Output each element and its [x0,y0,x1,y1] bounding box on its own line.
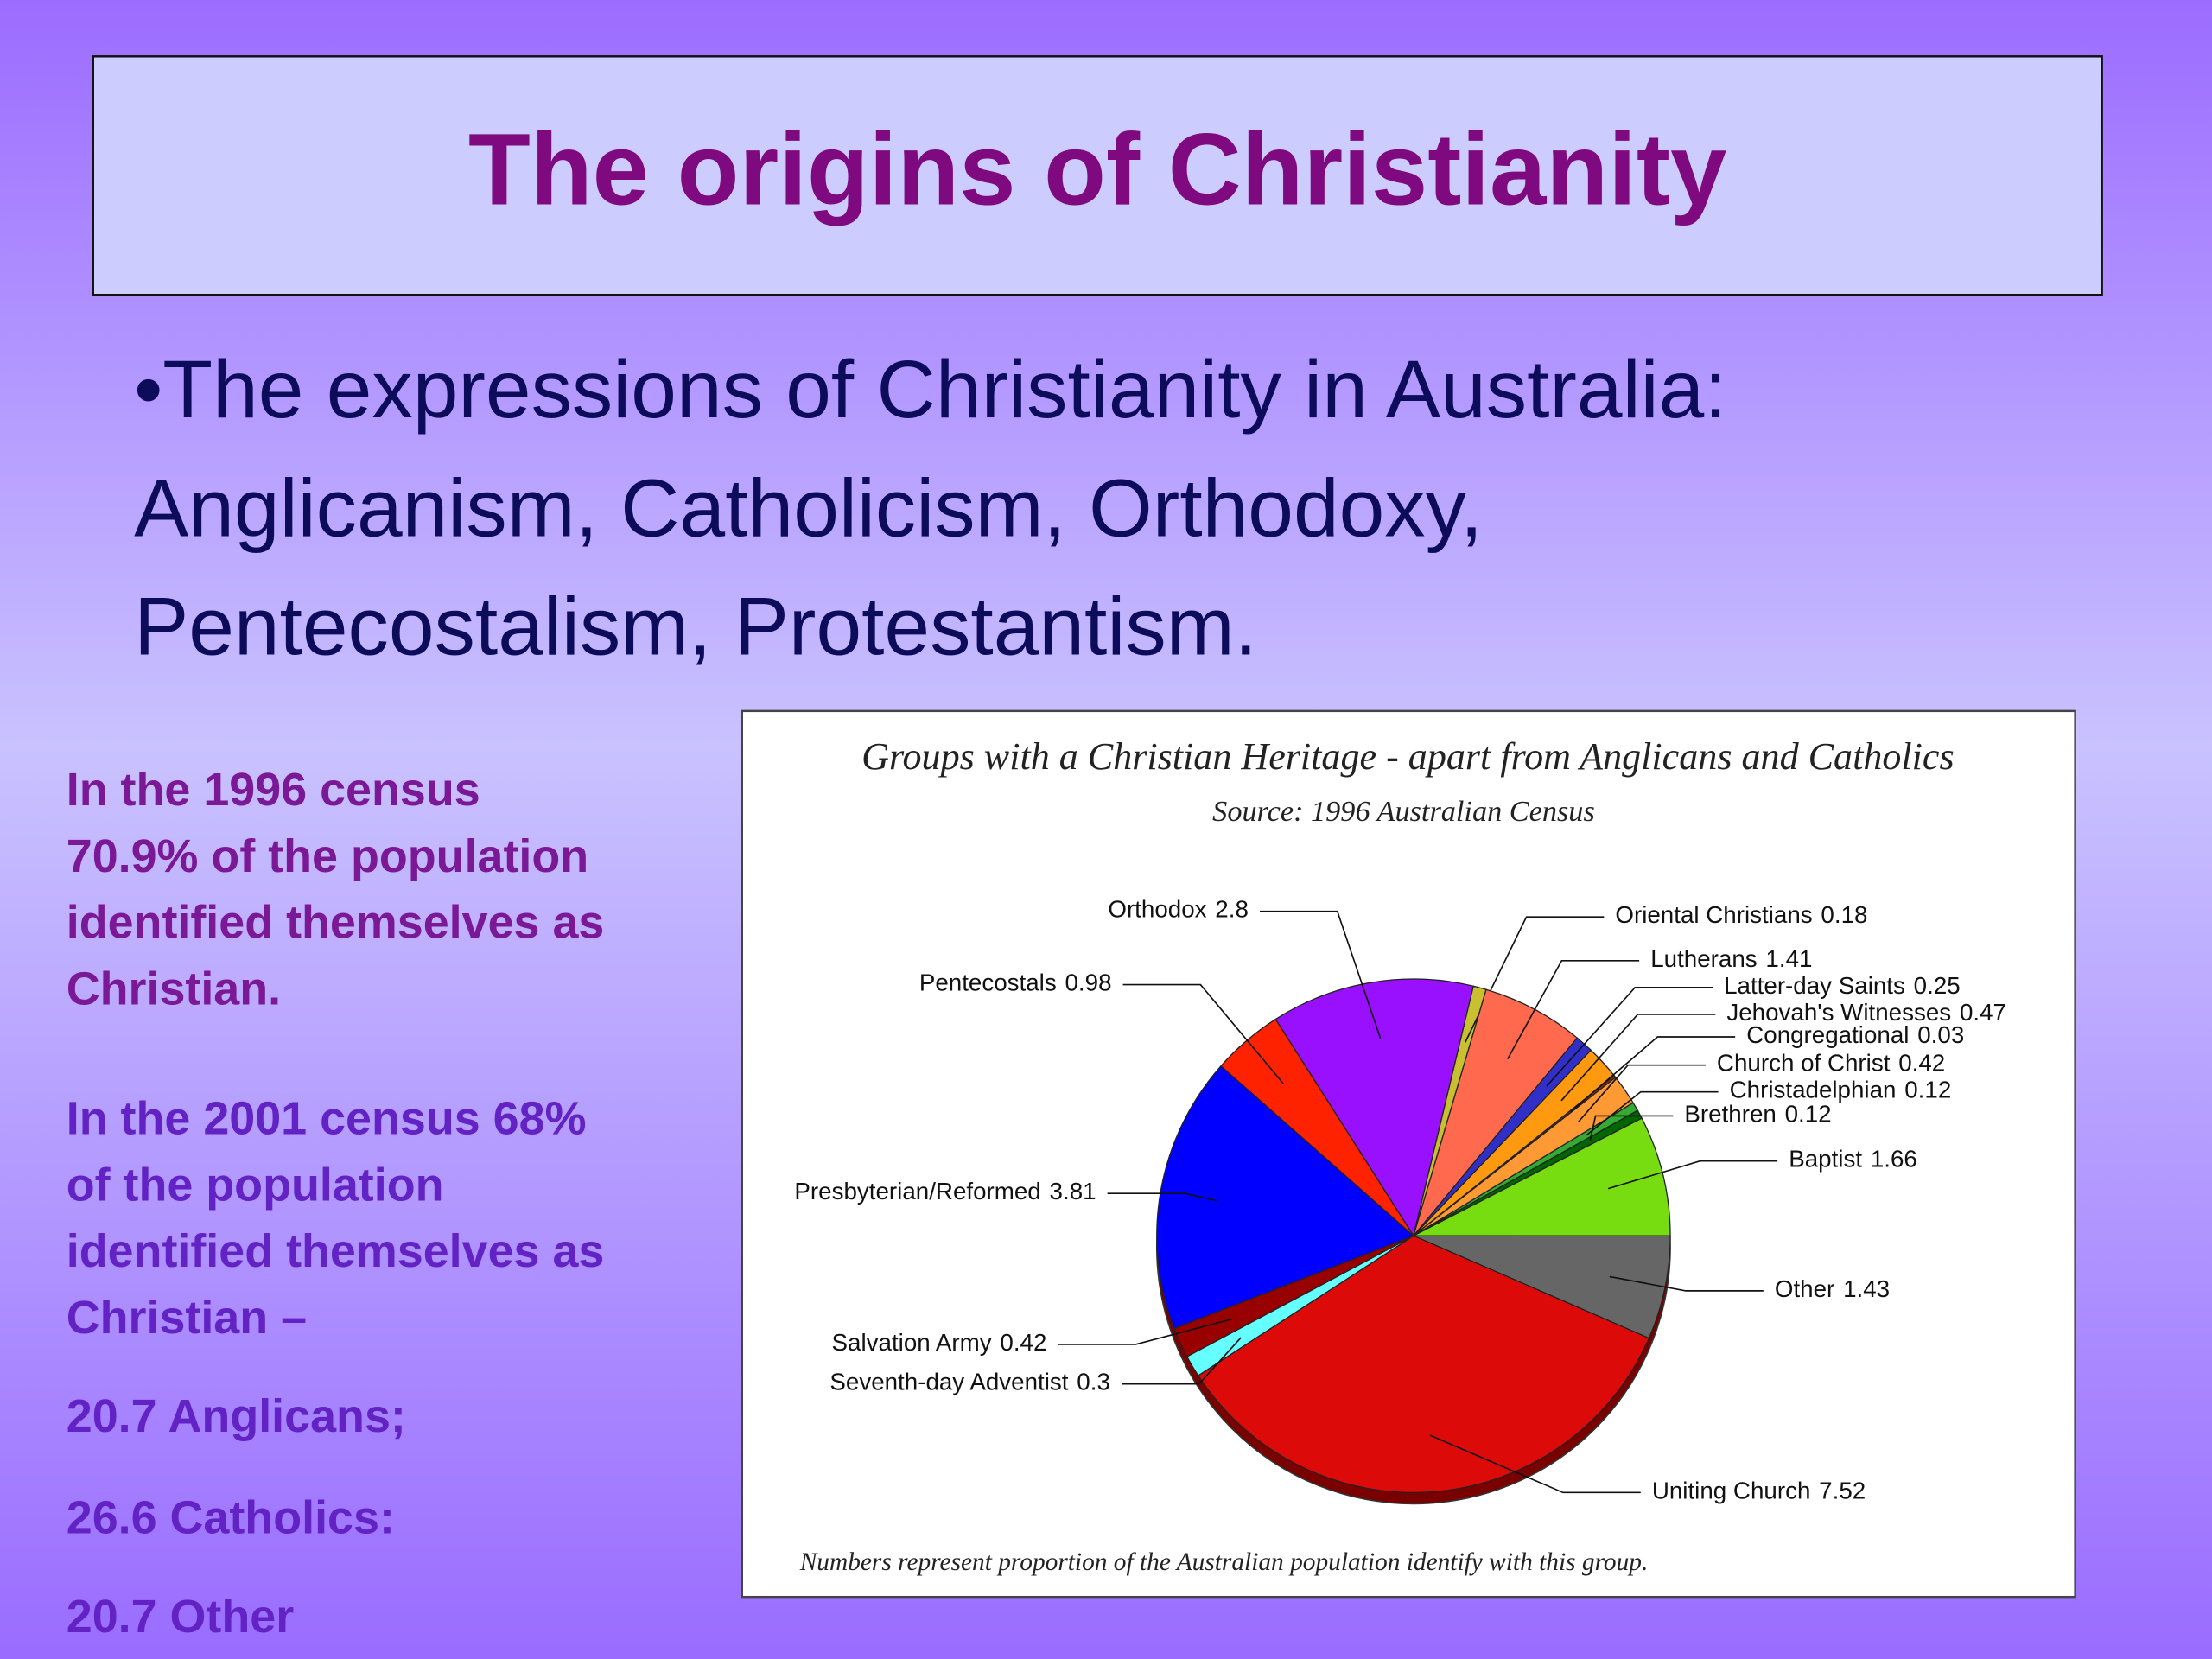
chart-title: Groups with a Christian Heritage - apart… [861,735,1954,778]
title-box [92,55,2103,296]
slice-value: 0.42 [1000,1329,1046,1356]
slice-value: 1.66 [1871,1146,1917,1173]
slice-value: 0.47 [1960,999,2006,1026]
slice-value: 0.18 [1821,902,1867,929]
slice-label: Uniting Church 7.52 [1652,1478,1866,1504]
slice-label: Latter-day Saints 0.25 [1724,972,1961,999]
slice-value: 7.52 [1819,1478,1866,1504]
leader-line [1259,910,1382,1039]
breakdown-line: 20.7 Anglicans; [67,1390,406,1442]
slice-value: 3.81 [1050,1179,1096,1205]
breakdown-line: 26.6 Catholics: [67,1492,395,1544]
slice-value: 0.3 [1077,1369,1110,1395]
slice-name: Oriental Christians [1615,902,1812,929]
census-2001-line: of the population [67,1159,444,1211]
slice-label: Pentecostals 0.98 [919,969,1112,996]
pie-slice [1413,988,1579,1236]
slice-name: Salvation Army [832,1329,992,1356]
slice-name: Pentecostals [919,969,1057,996]
bullet-line: Anglicanism, Catholicism, Orthodoxy, [134,462,1483,554]
pie-slice [1156,1065,1415,1330]
leader-line [1122,983,1284,1084]
slice-label: Presbyterian/Reformed 3.81 [794,1179,1096,1205]
chart-footnote: Numbers represent proportion of the Aust… [799,1548,1649,1576]
slice-name: Uniting Church [1652,1478,1811,1504]
bullet-line: Pentecostalism, Protestantism. [134,582,1257,673]
slice-name: Presbyterian/Reformed [794,1179,1040,1205]
slice-name: Jehovah's Witnesses [1726,999,1951,1026]
slice-label: Other 1.43 [1775,1275,1890,1302]
census-1996-line: 70.9% of the population [67,830,588,882]
slice-label: Brethren 0.12 [1684,1101,1831,1128]
pie-slice [1413,1117,1671,1236]
slice-value: 1.41 [1765,945,1812,972]
slice-name: Lutherans [1650,945,1757,972]
census-notes: In the 1996 census 70.9% of the populatio… [67,764,605,1643]
census-2001-line: In the 2001 census 68% [67,1093,587,1145]
slice-value: 0.12 [1904,1077,1951,1103]
slide-title: The origins of Christianity [468,113,1726,226]
leader-line [1121,1337,1242,1385]
slice-label: Orthodox 2.8 [1108,896,1249,923]
census-2001-line: Christian – [67,1292,307,1344]
leader-line [1560,1014,1716,1102]
slice-label: Christadelphian 0.12 [1730,1077,1952,1103]
pie-slice [1197,1235,1650,1493]
leader-line [1570,1036,1736,1113]
slice-name: Seventh-day Adventist [830,1369,1068,1395]
chart-subtitle: Source: 1996 Australian Census [1212,795,1595,828]
leader-line [1507,960,1640,1059]
census-1996-line: In the 1996 census [67,764,480,816]
pie-slice [1413,1235,1671,1339]
slice-value: 0.25 [1914,972,1961,999]
slice-label: Jehovah's Witnesses 0.47 [1726,999,2006,1026]
slice-label: Lutherans 1.41 [1650,945,1812,972]
slice-value: 0.98 [1065,969,1112,996]
slice-label: Baptist 1.66 [1789,1146,1917,1173]
slice-name: Baptist [1789,1146,1862,1173]
census-2001-line: identified themselves as [67,1225,605,1277]
census-1996-line: identified themselves as [67,897,605,949]
bullet-line: •The expressions of Christianity in Aust… [134,344,1727,435]
slice-name: Congregational [1746,1021,1909,1048]
pie-slice [1274,978,1474,1237]
slice-name: Christadelphian [1730,1077,1897,1103]
slice-name: Orthodox [1108,896,1206,923]
slice-value: 0.12 [1785,1101,1832,1128]
leader-line [1429,1434,1641,1494]
pie: Orthodox 2.8 Oriental Christians 0.18 Luther… [794,896,2006,1505]
slice-name: Church of Christ [1717,1050,1891,1077]
slice-label: Seventh-day Adventist 0.3 [830,1369,1110,1395]
slice-label: Salvation Army 0.42 [832,1329,1047,1356]
leader-line [1058,1318,1232,1345]
slice-value: 2.8 [1215,896,1249,923]
leader-line [1589,1115,1674,1141]
slice-value: 0.03 [1917,1021,1964,1048]
slice-label: Oriental Christians 0.18 [1615,902,1867,929]
bullet: •The expressions of Christianity in Aust… [134,344,1727,672]
leader-line [1107,1192,1217,1202]
census-1996-line: Christian. [67,963,281,1014]
slice-name: Other [1775,1275,1834,1302]
slice-value: 0.42 [1898,1050,1945,1077]
slice-name: Latter-day Saints [1724,972,1905,999]
leader-line [1578,1064,1706,1123]
leader-line [1546,987,1713,1087]
slice-value: 1.43 [1843,1275,1890,1302]
slice-label: Church of Christ 0.42 [1717,1050,1945,1077]
leader-line [1609,1275,1764,1292]
slice-name: Brethren [1684,1101,1776,1128]
leader-line [1586,1090,1719,1136]
leader-line [1607,1160,1778,1190]
breakdown-line: 20.7 Other [67,1591,294,1643]
slice-label: Congregational 0.03 [1746,1021,1964,1048]
